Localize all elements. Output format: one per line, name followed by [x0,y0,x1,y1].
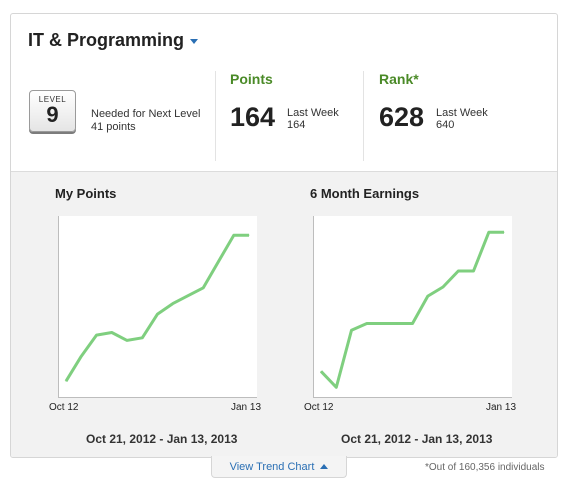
data-point [126,339,128,341]
caret-up-icon [320,464,329,469]
category-dropdown[interactable]: IT & Programming [28,30,199,51]
data-point [442,286,444,288]
data-point [202,287,204,289]
data-point [218,260,219,262]
my-points-date-range: Oct 21, 2012 - Jan 13, 2013 [86,432,238,446]
x-tick-end: Jan 13 [486,402,517,413]
points-last-week: Last Week 164 [287,107,339,131]
series-line [319,230,504,389]
rank-label: Rank* [379,71,419,87]
level-value: 9 [46,102,59,127]
my-points-chart [64,233,250,382]
x-tick-end: Jan 13 [231,402,262,413]
data-point [351,329,352,331]
caret-down-icon[interactable] [190,39,199,44]
rank-last-week-value: 640 [436,119,455,131]
rank-last-week: Last Week 640 [436,107,488,131]
needed-label: Needed for Next Level [91,108,201,120]
divider [363,71,364,161]
data-point [381,322,383,324]
view-trend-chart-button[interactable]: View Trend Chart [211,456,347,478]
data-point [187,295,189,297]
my-points-plot [58,216,257,398]
points-label: Points [230,71,273,87]
rank-value: 628 [379,102,425,132]
points-value: 164 [230,102,276,132]
category-title: IT & Programming [28,30,185,50]
rank-last-week-label: Last Week [436,107,488,119]
my-points-chart-title: My Points [55,186,117,201]
earnings-date-range: Oct 21, 2012 - Jan 13, 2013 [341,432,493,446]
series-line [64,233,249,382]
data-point [503,231,505,233]
points-last-week-label: Last Week [287,107,339,119]
earnings-chart [319,230,505,389]
data-point [335,386,337,388]
data-point [96,334,97,336]
data-point [80,355,82,357]
level-badge: LEVEL 9 [29,90,76,132]
data-point [248,234,250,236]
trend-charts-panel: My Points Oct 12 Jan 13 Oct 21, 2012 - J… [11,171,557,457]
data-point [427,295,429,297]
level-label: LEVEL [38,95,67,104]
data-point [65,380,67,382]
data-point [141,337,143,339]
data-point [488,231,490,233]
needed-value: 41 points [91,121,136,133]
data-point [111,331,113,333]
data-point [412,322,413,324]
data-point [473,270,474,272]
x-tick-start: Oct 12 [304,402,334,413]
view-trend-chart-label: View Trend Chart [229,460,315,473]
data-point [172,303,174,305]
data-point [320,370,322,372]
divider [215,71,216,161]
x-tick-start: Oct 12 [49,402,79,413]
data-point [366,322,368,324]
next-level-info: Needed for Next Level 41 points [91,108,200,134]
points-last-week-value: 164 [287,119,306,131]
data-point [457,270,459,272]
footnote: *Out of 160,356 individuals [425,462,545,473]
data-point [396,322,398,324]
earnings-chart-title: 6 Month Earnings [310,186,420,201]
stats-card: IT & Programming LEVEL 9 Needed for Next… [10,13,558,458]
earnings-plot [313,216,512,398]
data-point [157,313,158,315]
data-point [233,234,235,236]
